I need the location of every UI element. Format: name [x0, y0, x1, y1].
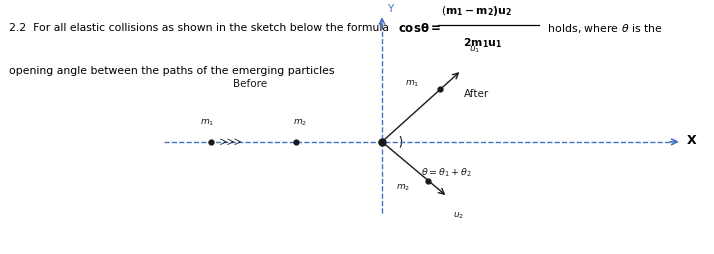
Text: $\mathbf{cos\theta=}$: $\mathbf{cos\theta=}$	[398, 22, 441, 34]
Text: $\theta = \theta_1 + \theta_2$: $\theta = \theta_1 + \theta_2$	[421, 166, 472, 179]
Text: After: After	[464, 89, 489, 99]
Text: opening angle between the paths of the emerging particles: opening angle between the paths of the e…	[9, 66, 334, 76]
Text: $m_1$: $m_1$	[405, 78, 419, 88]
Text: 2.2  For all elastic collisions as shown in the sketch below the formula: 2.2 For all elastic collisions as shown …	[9, 23, 388, 33]
Text: $\mathbf{2m_1u_1}$: $\mathbf{2m_1u_1}$	[463, 36, 502, 50]
Text: $u_1$: $u_1$	[469, 44, 481, 55]
Text: X: X	[687, 133, 696, 146]
Text: Before: Before	[233, 78, 267, 88]
Text: $m_2$: $m_2$	[293, 118, 307, 128]
Text: $u_2$: $u_2$	[453, 210, 464, 220]
Text: $(\mathbf{m_1 - m_2)u_2}$: $(\mathbf{m_1 - m_2)u_2}$	[441, 5, 513, 18]
Text: Y: Y	[387, 4, 393, 14]
Text: $m_2$: $m_2$	[396, 182, 411, 192]
Text: $m_1$: $m_1$	[200, 118, 214, 128]
Text: holds, where $\theta$ is the: holds, where $\theta$ is the	[541, 22, 663, 34]
